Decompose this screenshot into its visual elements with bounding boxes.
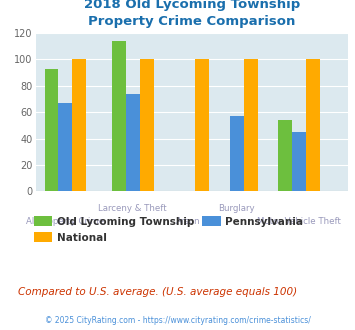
Bar bbox=[244, 59, 258, 191]
Bar bbox=[230, 116, 244, 191]
Bar bbox=[59, 103, 72, 191]
Title: 2018 Old Lycoming Township
Property Crime Comparison: 2018 Old Lycoming Township Property Crim… bbox=[83, 0, 300, 28]
Bar bbox=[126, 94, 140, 191]
Text: © 2025 CityRating.com - https://www.cityrating.com/crime-statistics/: © 2025 CityRating.com - https://www.city… bbox=[45, 315, 310, 325]
Bar bbox=[195, 59, 209, 191]
Text: Larceny & Theft: Larceny & Theft bbox=[98, 204, 167, 213]
Bar bbox=[44, 69, 59, 191]
Bar bbox=[140, 59, 153, 191]
Text: All Property Crime: All Property Crime bbox=[26, 217, 104, 226]
Text: Compared to U.S. average. (U.S. average equals 100): Compared to U.S. average. (U.S. average … bbox=[18, 287, 297, 297]
Bar bbox=[306, 59, 320, 191]
Bar bbox=[112, 41, 126, 191]
Bar bbox=[293, 132, 306, 191]
Text: Motor Vehicle Theft: Motor Vehicle Theft bbox=[257, 217, 341, 226]
Text: Burglary: Burglary bbox=[219, 204, 255, 213]
Bar bbox=[278, 120, 293, 191]
Legend: Old Lycoming Township, National, Pennsylvania: Old Lycoming Township, National, Pennsyl… bbox=[34, 216, 303, 243]
Bar bbox=[72, 59, 86, 191]
Text: Arson: Arson bbox=[176, 217, 201, 226]
